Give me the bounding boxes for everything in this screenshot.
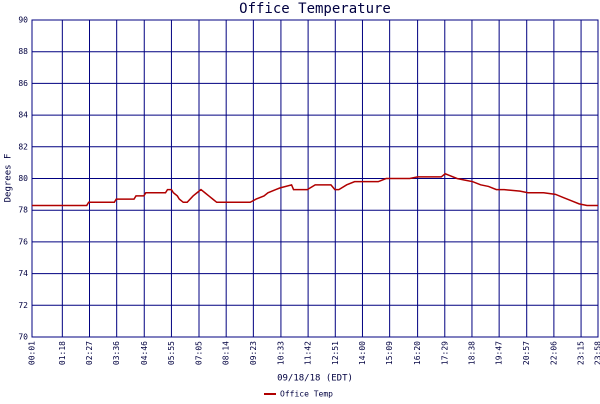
x-tick-label: 00:01 xyxy=(28,341,37,365)
x-axis-label: 09/18/18 (EDT) xyxy=(277,374,353,384)
x-tick-label: 17:29 xyxy=(440,341,449,365)
legend-label: Office Temp xyxy=(280,390,333,399)
chart-title: Office Temperature xyxy=(239,1,391,17)
x-tick-label: 02:27 xyxy=(85,341,94,365)
x-tick-label: 10:33 xyxy=(276,341,285,365)
x-tick-label: 12:51 xyxy=(331,341,340,365)
x-tick-label: 15:09 xyxy=(385,341,394,365)
y-tick-label: 72 xyxy=(18,301,28,310)
x-tick-label: 23:58 xyxy=(594,341,600,365)
y-axis-label: Degrees F xyxy=(4,154,14,203)
y-tick-label: 82 xyxy=(18,142,28,151)
x-tick-label: 22:06 xyxy=(549,341,558,365)
x-tick-label: 05:55 xyxy=(167,341,176,365)
y-tick-label: 88 xyxy=(18,47,28,56)
x-tick-label: 11:42 xyxy=(304,341,313,365)
x-tick-label: 09:23 xyxy=(249,341,258,365)
x-tick-label: 01:18 xyxy=(58,341,67,365)
y-tick-label: 84 xyxy=(18,111,28,120)
y-tick-label: 90 xyxy=(18,16,28,25)
x-tick-label: 16:20 xyxy=(413,341,422,365)
y-tick-label: 74 xyxy=(18,269,28,278)
y-tick-label: 80 xyxy=(18,174,28,183)
y-tick-label: 76 xyxy=(18,237,28,246)
y-tick-label: 70 xyxy=(18,333,28,342)
x-tick-label: 20:57 xyxy=(522,341,531,365)
x-tick-label: 08:14 xyxy=(222,341,231,365)
x-tick-label: 03:36 xyxy=(112,341,121,365)
x-tick-label: 07:05 xyxy=(195,341,204,365)
x-tick-label: 19:47 xyxy=(495,341,504,365)
x-tick-label: 18:38 xyxy=(467,341,476,365)
x-tick-label: 23:15 xyxy=(577,341,586,365)
x-tick-label: 14:00 xyxy=(358,341,367,365)
y-tick-label: 86 xyxy=(18,79,28,88)
x-tick-label: 04:46 xyxy=(140,341,149,365)
y-tick-label: 78 xyxy=(18,206,28,215)
